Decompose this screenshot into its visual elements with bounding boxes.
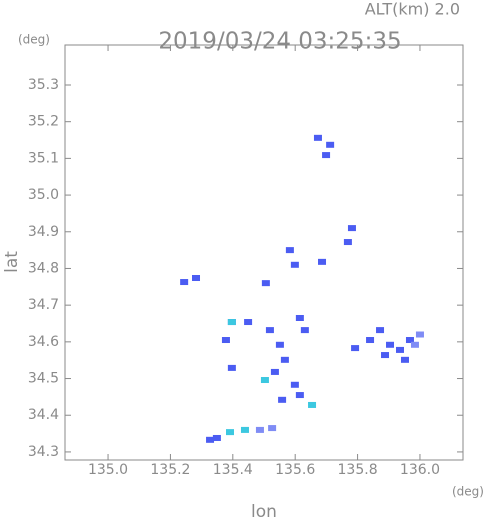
echo-cell — [343, 239, 352, 246]
echo-cell — [300, 327, 309, 334]
echo-cell — [395, 346, 404, 353]
echo-cell — [290, 261, 299, 268]
y-axis-label: lat — [2, 251, 22, 273]
echo-cell — [278, 396, 287, 403]
echo-cell — [280, 356, 289, 363]
echo-cell — [261, 280, 270, 287]
chart-title: 2019/03/24 03:25:35 — [158, 29, 401, 55]
echo-cell — [226, 429, 235, 436]
echo-cell — [255, 426, 264, 433]
echo-cell — [227, 364, 236, 371]
y-tick-label: 34.8 — [28, 260, 59, 276]
y-tick-label: 34.3 — [28, 444, 59, 460]
echo-cell — [212, 434, 221, 441]
echo-cell — [326, 141, 335, 148]
echo-cell — [244, 319, 253, 326]
x-tick-label: 135.4 — [213, 462, 253, 478]
y-tick-label: 34.9 — [28, 224, 59, 240]
y-tick-label: 35.1 — [28, 150, 59, 166]
y-unit: (deg) — [18, 33, 50, 47]
x-tick-label: 135.8 — [338, 462, 378, 478]
y-tick-label: 34.7 — [28, 297, 59, 313]
x-tick-label: 135.2 — [150, 462, 190, 478]
echo-cell — [285, 247, 294, 254]
echo-cell — [366, 337, 375, 344]
echo-cell — [381, 352, 390, 359]
x-tick-label: 136.0 — [400, 462, 440, 478]
y-tick-label: 34.4 — [28, 407, 59, 423]
echo-cell — [180, 279, 189, 286]
echo-cell — [386, 341, 395, 348]
plot-frame — [64, 44, 464, 461]
echo-cell — [268, 425, 277, 432]
echo-cell — [322, 152, 331, 159]
echo-cell — [318, 258, 327, 265]
echo-cell — [221, 337, 230, 344]
echo-cell — [313, 134, 322, 141]
y-tick-label: 35.2 — [28, 114, 59, 130]
x-unit: (deg) — [452, 485, 484, 499]
echo-cell — [290, 381, 299, 388]
echo-cell — [260, 377, 269, 384]
echo-cell — [295, 314, 304, 321]
echo-cell — [415, 331, 424, 338]
echo-cell — [347, 225, 356, 232]
echo-cell — [270, 368, 279, 375]
x-tick-label: 135.6 — [275, 462, 315, 478]
echo-cell — [206, 436, 215, 443]
echo-cell — [376, 327, 385, 334]
y-tick-label: 35.3 — [28, 77, 59, 93]
echo-cell — [405, 337, 414, 344]
echo-cell — [308, 401, 317, 408]
echo-cell — [192, 275, 201, 282]
echo-cell — [400, 356, 409, 363]
echo-cell — [265, 327, 274, 334]
echo-cell — [227, 319, 236, 326]
y-tick-label: 34.6 — [28, 334, 59, 350]
y-tick-label: 35.0 — [28, 187, 59, 203]
chart-subtitle: ALT(km) 2.0 — [365, 0, 460, 19]
echo-cell — [240, 426, 249, 433]
y-tick-label: 34.5 — [28, 371, 59, 387]
x-tick-label: 135.0 — [88, 462, 128, 478]
echo-cell — [410, 341, 419, 348]
x-axis-label: lon — [251, 502, 277, 521]
echo-cell — [351, 345, 360, 352]
echo-cell — [295, 392, 304, 399]
echo-cell — [275, 341, 284, 348]
